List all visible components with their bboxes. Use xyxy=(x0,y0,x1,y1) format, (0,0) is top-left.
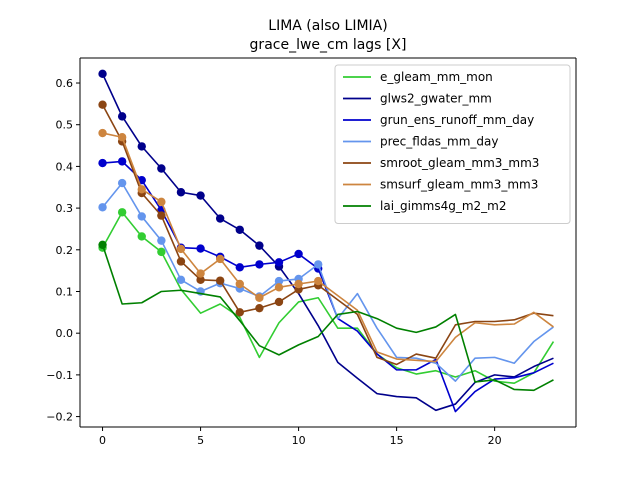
series-lai_gimms4g_m2_m2 xyxy=(98,240,554,392)
data-point-grun_ens_runoff_mm_day-10 xyxy=(294,249,303,259)
y-tick-label-0.4: 0.4 xyxy=(56,160,74,173)
legend-label-grun_ens_runoff_mm_day: grun_ens_runoff_mm_day xyxy=(380,113,534,127)
data-point-smsurf_gleam_mm3_mm3-3 xyxy=(157,197,166,207)
data-point-glws2_gwater_mm-0 xyxy=(98,69,107,79)
legend: e_gleam_mm_mon glws2_gwater_mm grun_ens_ru… xyxy=(334,64,571,224)
series-line-lai_gimms4g_m2_m2 xyxy=(101,244,554,392)
data-point-smsurf_gleam_mm3_mm3-6 xyxy=(215,254,225,264)
series-line-e_gleam_mm_mon xyxy=(101,211,555,385)
data-point-grun_ens_runoff_mm_day-0 xyxy=(98,158,107,168)
series-line-smroot_gleam_mm3_mm3 xyxy=(101,104,554,366)
series-line-smsurf_gleam_mm3_mm3 xyxy=(102,132,554,363)
data-point-smsurf_gleam_mm3_mm3-5 xyxy=(196,269,205,278)
legend-label-smroot_gleam_mm3_mm3: smroot_gleam_mm3_mm3 xyxy=(380,156,539,170)
data-point-smsurf_gleam_mm3_mm3-8 xyxy=(255,293,264,302)
x-tick-label-10: 10 xyxy=(292,434,306,447)
data-point-smsurf_gleam_mm3_mm3-2 xyxy=(137,185,146,194)
x-tick-label-20: 20 xyxy=(488,434,502,447)
data-point-glws2_gwater_mm-2 xyxy=(137,142,146,151)
data-point-glws2_gwater_mm-8 xyxy=(255,241,264,250)
legend-label-e_gleam_mm_mon: e_gleam_mm_mon xyxy=(380,70,493,84)
series-line-prec_fldas_mm_day xyxy=(101,182,554,382)
data-point-e_gleam_mm_mon-3 xyxy=(157,247,166,257)
data-point-prec_fldas_mm_day-3 xyxy=(157,236,166,245)
data-point-smroot_gleam_mm3_mm3-3 xyxy=(157,211,166,220)
data-point-smsurf_gleam_mm3_mm3-1 xyxy=(117,133,127,142)
y-tick-label-0: 0.0 xyxy=(56,327,74,340)
data-point-grun_ens_runoff_mm_day-9 xyxy=(274,258,284,267)
data-point-grun_ens_runoff_mm_day-7 xyxy=(235,263,244,272)
data-point-e_gleam_mm_mon-1 xyxy=(117,208,127,217)
data-point-smsurf_gleam_mm3_mm3-0 xyxy=(98,128,107,138)
y-tick-label--0.2: −0.2 xyxy=(46,411,73,424)
series-e_gleam_mm_mon xyxy=(98,208,555,385)
data-point-smsurf_gleam_mm3_mm3-10 xyxy=(294,279,303,289)
data-point-smroot_gleam_mm3_mm3-9 xyxy=(274,297,284,307)
data-point-smroot_gleam_mm3_mm3-8 xyxy=(255,303,264,313)
data-point-smroot_gleam_mm3_mm3-6 xyxy=(215,276,225,285)
series-smsurf_gleam_mm3_mm3 xyxy=(98,128,554,363)
data-point-glws2_gwater_mm-4 xyxy=(176,188,186,197)
data-point-prec_fldas_mm_day-1 xyxy=(117,178,127,188)
data-point-lai_gimms4g_m2_m2-0 xyxy=(98,240,107,249)
data-point-prec_fldas_mm_day-2 xyxy=(137,212,146,221)
y-tick-label--0.1: −0.1 xyxy=(46,369,73,382)
data-point-smroot_gleam_mm3_mm3-4 xyxy=(176,257,186,266)
data-point-glws2_gwater_mm-5 xyxy=(196,191,205,200)
legend-box xyxy=(334,64,571,224)
legend-label-smsurf_gleam_mm3_mm3: smsurf_gleam_mm3_mm3 xyxy=(380,178,538,192)
data-point-prec_fldas_mm_day-11 xyxy=(314,260,323,269)
y-tick-label-0.3: 0.3 xyxy=(56,202,74,215)
data-point-smsurf_gleam_mm3_mm3-7 xyxy=(235,279,244,289)
chart-title: LIMA (also LIMIA) xyxy=(268,18,387,34)
data-point-grun_ens_runoff_mm_day-1 xyxy=(117,157,127,166)
x-tick-label-15: 15 xyxy=(390,434,404,447)
data-point-glws2_gwater_mm-6 xyxy=(215,214,225,223)
data-point-smsurf_gleam_mm3_mm3-11 xyxy=(314,276,323,286)
data-point-glws2_gwater_mm-3 xyxy=(157,164,166,173)
legend-label-lai_gimms4g_m2_m2: lai_gimms4g_m2_m2 xyxy=(380,199,507,213)
y-tick-label-0.6: 0.6 xyxy=(56,77,74,90)
chart-subtitle: grace_lwe_cm lags [X] xyxy=(250,37,407,53)
y-tick-label-0.2: 0.2 xyxy=(56,244,74,257)
data-point-smroot_gleam_mm3_mm3-7 xyxy=(235,308,244,317)
data-point-glws2_gwater_mm-7 xyxy=(235,225,244,234)
data-point-grun_ens_runoff_mm_day-8 xyxy=(255,260,264,269)
y-tick-label-0.1: 0.1 xyxy=(56,285,74,298)
data-point-smroot_gleam_mm3_mm3-5 xyxy=(196,275,205,285)
series-layer xyxy=(98,69,555,413)
x-tick-label-5: 5 xyxy=(197,434,204,447)
data-point-prec_fldas_mm_day-0 xyxy=(98,203,107,212)
legend-label-prec_fldas_mm_day: prec_fldas_mm_day xyxy=(380,135,499,149)
data-point-e_gleam_mm_mon-2 xyxy=(137,232,146,241)
data-point-smsurf_gleam_mm3_mm3-9 xyxy=(274,283,284,292)
data-point-prec_fldas_mm_day-4 xyxy=(176,275,186,285)
axes-layer: 0 5 10 15 20 −0.2 −0.1 0.0 0.1 0.2 0.3 0.4 0.5 0.6 xyxy=(46,57,577,447)
legend-label-glws2_gwater_mm: glws2_gwater_mm xyxy=(380,92,492,106)
y-tick-label-0.5: 0.5 xyxy=(56,119,74,132)
data-point-glws2_gwater_mm-1 xyxy=(117,112,127,121)
data-point-prec_fldas_mm_day-9 xyxy=(274,276,284,286)
x-tick-label-0: 0 xyxy=(99,434,106,447)
data-point-smsurf_gleam_mm3_mm3-4 xyxy=(176,244,186,254)
data-point-grun_ens_runoff_mm_day-5 xyxy=(196,244,205,253)
data-point-smroot_gleam_mm3_mm3-0 xyxy=(98,100,107,109)
